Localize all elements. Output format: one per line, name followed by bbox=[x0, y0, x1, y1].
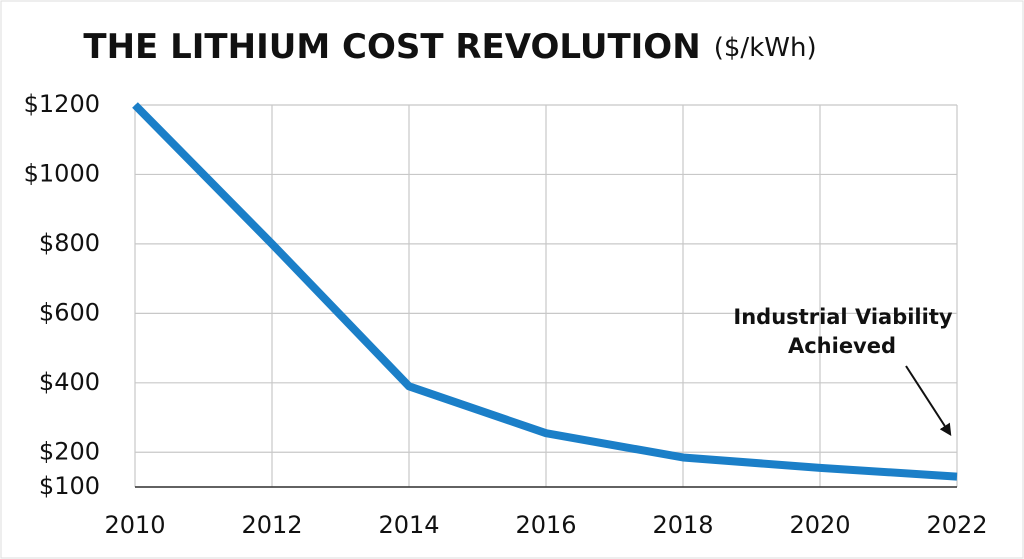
y-tick-label: $100 bbox=[39, 472, 100, 500]
y-tick-label: $400 bbox=[39, 368, 100, 396]
x-tick-label: 2012 bbox=[241, 511, 302, 539]
x-tick-label: 2020 bbox=[789, 511, 850, 539]
x-tick-label: 2010 bbox=[104, 511, 165, 539]
y-tick-label: $1200 bbox=[24, 90, 100, 118]
y-tick-label: $1000 bbox=[24, 159, 100, 187]
data-line bbox=[132, 102, 958, 481]
chart-title: THE LITHIUM COST REVOLUTION bbox=[83, 27, 700, 67]
chart-subtitle: ($/kWh) bbox=[714, 33, 817, 63]
x-tick-label: 2018 bbox=[652, 511, 713, 539]
annotation: Industrial Viability bbox=[733, 305, 952, 329]
annotation: Achieved bbox=[788, 334, 896, 358]
x-tick-label: 2016 bbox=[515, 511, 576, 539]
title-group: THE LITHIUM COST REVOLUTION ($/kWh) bbox=[83, 27, 816, 67]
y-tick-label: $800 bbox=[39, 229, 100, 257]
y-tick-label: $600 bbox=[39, 298, 100, 326]
x-tick-label: 2022 bbox=[926, 511, 987, 539]
annotation-arrow bbox=[905, 365, 952, 437]
x-tick-label: 2014 bbox=[378, 511, 439, 539]
y-tick-label: $200 bbox=[39, 437, 100, 465]
